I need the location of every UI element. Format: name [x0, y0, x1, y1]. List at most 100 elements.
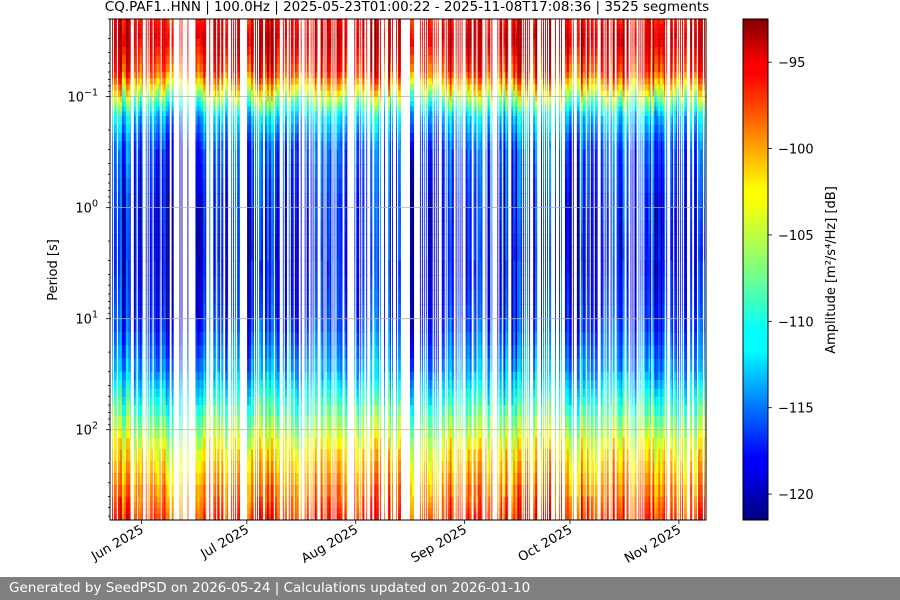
spectrogram-cell — [219, 193, 221, 209]
spectrogram-cell — [199, 472, 202, 486]
spectrogram-cell — [296, 449, 299, 462]
spectrogram-cell — [151, 304, 153, 320]
spectrogram-cell — [149, 28, 152, 35]
spectrogram-cell — [306, 101, 309, 107]
spectrogram-cell — [163, 19, 166, 25]
spectrogram-cell — [290, 111, 293, 117]
spectrogram-cell — [316, 84, 318, 92]
spectrogram-cell — [324, 514, 326, 520]
spectrogram-cell — [165, 193, 168, 209]
spectrogram-cell — [171, 514, 174, 520]
spectrogram-cell — [135, 484, 137, 498]
spectrogram-cell — [147, 388, 149, 398]
spectrogram-cell — [292, 63, 294, 73]
spectrogram-cell — [332, 178, 334, 194]
spectrogram-cell — [264, 19, 268, 25]
spectrogram-cell — [288, 63, 290, 73]
spectrogram-cell — [171, 116, 174, 126]
spectrogram-cell — [235, 71, 237, 79]
spectrogram-cell — [127, 38, 130, 48]
spectrogram-cell — [274, 19, 277, 25]
spectrogram-cell — [270, 449, 274, 462]
spectrogram-cell — [155, 438, 158, 450]
spectrogram-cell — [270, 358, 274, 373]
spectrogram-cell — [145, 46, 147, 56]
spectrogram-cell — [125, 427, 128, 439]
spectrogram-cell — [260, 28, 264, 35]
spectrogram-cell — [139, 331, 142, 346]
spectrogram-cell — [163, 178, 166, 194]
spectrogram-cell — [330, 149, 332, 165]
spectrogram-cell — [133, 358, 136, 373]
spectrogram-cell — [199, 96, 202, 103]
spectrogram-cell — [249, 380, 252, 389]
spectrogram-cell — [346, 289, 348, 305]
spectrogram-cell — [233, 345, 235, 360]
spectrogram-cell — [225, 388, 228, 398]
spectrogram-cell — [149, 178, 152, 194]
spectrogram-cell — [253, 90, 254, 98]
spectrogram-cell — [215, 23, 217, 30]
spectrogram-cell — [334, 449, 336, 462]
spectrogram-column — [227, 19, 229, 520]
spectrogram-cell — [187, 449, 189, 462]
spectrogram-cell — [181, 304, 183, 320]
spectrogram-cell — [292, 371, 294, 381]
spectrogram-cell — [294, 28, 297, 35]
spectrogram-cell — [121, 141, 125, 151]
spectrogram-cell — [264, 63, 268, 73]
spectrogram-cell — [141, 19, 143, 25]
spectrogram-cell — [253, 438, 254, 450]
spectrogram-cell — [316, 96, 318, 103]
spectrogram-cell — [219, 472, 221, 486]
spectrogram-cell — [141, 38, 143, 48]
spectrogram-cell — [290, 84, 293, 92]
spectrogram-cell — [125, 106, 128, 112]
spectrogram-cell — [257, 101, 258, 107]
spectrogram-cell — [322, 234, 324, 248]
spectrogram-cell — [215, 438, 217, 450]
spectrogram-cell — [247, 416, 250, 428]
spectrogram-cell — [203, 502, 206, 509]
spectrogram-cell — [123, 132, 126, 142]
spectrogram-cell — [167, 247, 170, 262]
spectrogram-cell — [316, 496, 318, 504]
spectrogram-cell — [155, 19, 158, 25]
spectrogram-cell — [312, 33, 314, 40]
spectrogram-cell — [129, 116, 131, 126]
spectrogram-cell — [253, 496, 254, 504]
spectrogram-cell — [233, 111, 235, 117]
spectrogram-cell — [113, 380, 117, 389]
spectrogram-cell — [111, 371, 113, 381]
spectrogram-cell — [145, 318, 147, 333]
spectrogram-cell — [266, 508, 270, 515]
spectrogram-cell — [288, 331, 290, 346]
spectrogram-cell — [320, 380, 323, 389]
spectrogram-cell — [314, 46, 317, 56]
spectrogram-cell — [272, 71, 274, 79]
spectrogram-cell — [117, 416, 121, 428]
spectrogram-cell — [161, 101, 164, 107]
spectrogram-cell — [290, 449, 293, 462]
spectrogram-cell — [151, 502, 153, 509]
spectrogram-cell — [304, 207, 306, 222]
spectrogram-cell — [121, 111, 125, 117]
spectrogram-cell — [149, 502, 152, 509]
spectrogram-cell — [201, 331, 204, 346]
spectrogram-cell — [145, 28, 147, 35]
spectrogram-cell — [332, 502, 334, 509]
spectrogram-cell — [133, 207, 136, 222]
spectrogram-cell — [266, 449, 270, 462]
spectrogram-cell — [320, 141, 323, 151]
spectrogram-cell — [264, 358, 268, 373]
spectrogram-cell — [320, 46, 323, 56]
spectrogram-cell — [219, 33, 221, 40]
spectrogram-cell — [119, 461, 123, 474]
spectrogram-cell — [310, 234, 312, 248]
spectrogram-cell — [205, 508, 207, 515]
spectrogram-cell — [282, 96, 284, 103]
spectrogram-cell — [195, 275, 198, 291]
spectrogram-cell — [332, 304, 334, 320]
spectrogram-cell — [247, 427, 250, 439]
spectrogram-cell — [253, 193, 254, 209]
